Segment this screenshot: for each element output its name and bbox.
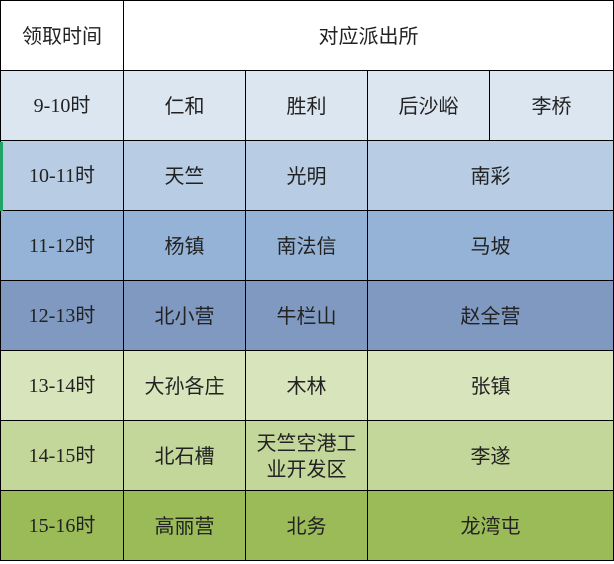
time-cell[interactable]: 9-10时 [0,70,124,141]
station-cell[interactable]: 天竺空港工业开发区 [245,420,368,491]
station-cell[interactable]: 胜利 [245,70,368,141]
time-cell[interactable]: 13-14时 [0,350,124,421]
station-cell[interactable]: 北小营 [123,280,246,351]
station-cell[interactable]: 北石槽 [123,420,246,491]
time-cell[interactable]: 14-15时 [0,420,124,491]
table-row: 12-13时 北小营 牛栏山 赵全营 [0,280,614,351]
station-cell[interactable]: 杨镇 [123,210,246,281]
station-cell[interactable]: 马坡 [367,210,614,281]
station-cell[interactable]: 牛栏山 [245,280,368,351]
station-cell[interactable]: 天竺 [123,140,246,211]
station-cell[interactable]: 赵全营 [367,280,614,351]
station-cell[interactable]: 南彩 [367,140,614,211]
table-row: 10-11时 天竺 光明 南彩 [0,140,614,211]
station-cell[interactable]: 后沙峪 [367,70,490,141]
selection-marker [0,142,3,211]
table-row: 11-12时 杨镇 南法信 马坡 [0,210,614,281]
table-row: 9-10时 仁和 胜利 后沙峪 李桥 [0,70,614,141]
header-row: 领取时间 对应派出所 [0,0,614,71]
table-row: 14-15时 北石槽 天竺空港工业开发区 李遂 [0,420,614,491]
station-cell[interactable]: 仁和 [123,70,246,141]
station-cell[interactable]: 李遂 [367,420,614,491]
header-stations[interactable]: 对应派出所 [123,0,614,71]
station-cell[interactable]: 张镇 [367,350,614,421]
station-cell[interactable]: 北务 [245,490,368,561]
time-cell[interactable]: 10-11时 [0,140,124,211]
station-cell[interactable]: 龙湾屯 [367,490,614,561]
time-cell[interactable]: 15-16时 [0,490,124,561]
station-cell[interactable]: 李桥 [489,70,614,141]
station-cell[interactable]: 大孙各庄 [123,350,246,421]
header-time[interactable]: 领取时间 [0,0,124,71]
station-cell[interactable]: 木林 [245,350,368,421]
time-cell[interactable]: 12-13时 [0,280,124,351]
table-row: 13-14时 大孙各庄 木林 张镇 [0,350,614,421]
station-cell[interactable]: 南法信 [245,210,368,281]
table-row: 15-16时 高丽营 北务 龙湾屯 [0,490,614,561]
time-cell[interactable]: 11-12时 [0,210,124,281]
station-cell[interactable]: 光明 [245,140,368,211]
station-cell[interactable]: 高丽营 [123,490,246,561]
